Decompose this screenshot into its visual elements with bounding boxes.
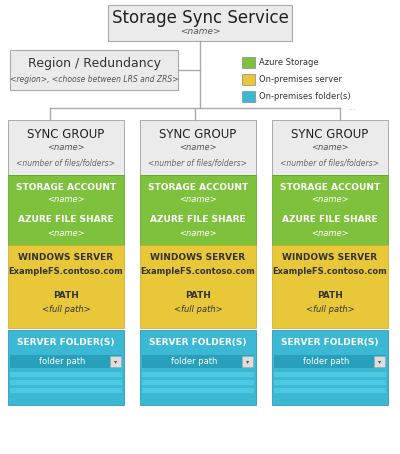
- Text: PATH: PATH: [185, 291, 211, 300]
- Bar: [242, 356, 253, 367]
- Text: <number of files/folders>: <number of files/folders>: [148, 158, 248, 168]
- Bar: [274, 355, 386, 368]
- Text: On-premises folder(s): On-premises folder(s): [259, 92, 351, 101]
- Text: ExampleFS.contoso.com: ExampleFS.contoso.com: [273, 267, 387, 276]
- Text: WINDOWS SERVER: WINDOWS SERVER: [18, 253, 114, 262]
- Bar: [242, 74, 255, 85]
- Text: <name>: <name>: [47, 196, 85, 204]
- Text: <name>: <name>: [311, 196, 349, 204]
- Bar: [274, 380, 386, 385]
- Text: ExampleFS.contoso.com: ExampleFS.contoso.com: [141, 267, 255, 276]
- Text: SYNC GROUP: SYNC GROUP: [27, 128, 105, 140]
- Bar: [242, 57, 255, 68]
- Text: SYNC GROUP: SYNC GROUP: [159, 128, 237, 140]
- Text: folder path: folder path: [303, 357, 349, 366]
- Bar: [8, 245, 124, 328]
- Bar: [272, 330, 388, 405]
- Text: <name>: <name>: [180, 28, 220, 36]
- Text: SERVER FOLDER(S): SERVER FOLDER(S): [17, 339, 115, 347]
- Text: Region / Redundancy: Region / Redundancy: [28, 58, 160, 70]
- Bar: [274, 372, 386, 377]
- Bar: [272, 120, 388, 175]
- Bar: [8, 175, 124, 245]
- Text: SERVER FOLDER(S): SERVER FOLDER(S): [149, 339, 247, 347]
- Bar: [8, 330, 124, 405]
- Text: <name>: <name>: [179, 228, 217, 237]
- Bar: [10, 380, 122, 385]
- Text: PATH: PATH: [317, 291, 343, 300]
- Bar: [142, 388, 254, 393]
- Text: <number of files/folders>: <number of files/folders>: [16, 158, 116, 168]
- Text: SERVER FOLDER(S): SERVER FOLDER(S): [281, 339, 379, 347]
- Text: WINDOWS SERVER: WINDOWS SERVER: [150, 253, 246, 262]
- Text: ▾: ▾: [378, 359, 381, 364]
- Bar: [242, 91, 255, 102]
- Text: WINDOWS SERVER: WINDOWS SERVER: [282, 253, 378, 262]
- Text: On-premises server: On-premises server: [259, 75, 342, 84]
- Text: <name>: <name>: [47, 228, 85, 237]
- Bar: [108, 5, 292, 41]
- Text: <name>: <name>: [179, 143, 217, 152]
- Text: ▾: ▾: [246, 359, 249, 364]
- Bar: [140, 330, 256, 405]
- Text: Azure Storage: Azure Storage: [259, 58, 319, 67]
- Bar: [374, 356, 385, 367]
- Text: ...: ...: [348, 104, 356, 113]
- Text: AZURE FILE SHARE: AZURE FILE SHARE: [18, 216, 114, 224]
- Text: AZURE FILE SHARE: AZURE FILE SHARE: [150, 216, 246, 224]
- Bar: [142, 372, 254, 377]
- Text: ExampleFS.contoso.com: ExampleFS.contoso.com: [9, 267, 123, 276]
- Bar: [140, 175, 256, 245]
- Text: <name>: <name>: [179, 196, 217, 204]
- Text: <full path>: <full path>: [174, 305, 222, 314]
- Text: <region>, <choose between LRS and ZRS>: <region>, <choose between LRS and ZRS>: [10, 74, 178, 84]
- Text: <name>: <name>: [47, 143, 85, 152]
- Text: STORAGE ACCOUNT: STORAGE ACCOUNT: [148, 183, 248, 192]
- Text: <number of files/folders>: <number of files/folders>: [280, 158, 380, 168]
- Text: SYNC GROUP: SYNC GROUP: [291, 128, 369, 140]
- Text: <name>: <name>: [311, 143, 349, 152]
- Text: PATH: PATH: [53, 291, 79, 300]
- Text: ▾: ▾: [114, 359, 117, 364]
- Text: folder path: folder path: [171, 357, 217, 366]
- Bar: [110, 356, 121, 367]
- Text: <full path>: <full path>: [42, 305, 90, 314]
- Text: Storage Sync Service: Storage Sync Service: [112, 9, 288, 27]
- Bar: [10, 50, 178, 90]
- Bar: [8, 120, 124, 175]
- Bar: [142, 355, 254, 368]
- Bar: [272, 175, 388, 245]
- Bar: [10, 355, 122, 368]
- Bar: [140, 245, 256, 328]
- Bar: [10, 388, 122, 393]
- Text: <name>: <name>: [311, 228, 349, 237]
- Bar: [140, 120, 256, 175]
- Bar: [274, 388, 386, 393]
- Bar: [272, 245, 388, 328]
- Text: <full path>: <full path>: [306, 305, 354, 314]
- Text: AZURE FILE SHARE: AZURE FILE SHARE: [282, 216, 378, 224]
- Bar: [142, 380, 254, 385]
- Bar: [10, 372, 122, 377]
- Text: STORAGE ACCOUNT: STORAGE ACCOUNT: [16, 183, 116, 192]
- Text: folder path: folder path: [39, 357, 85, 366]
- Text: STORAGE ACCOUNT: STORAGE ACCOUNT: [280, 183, 380, 192]
